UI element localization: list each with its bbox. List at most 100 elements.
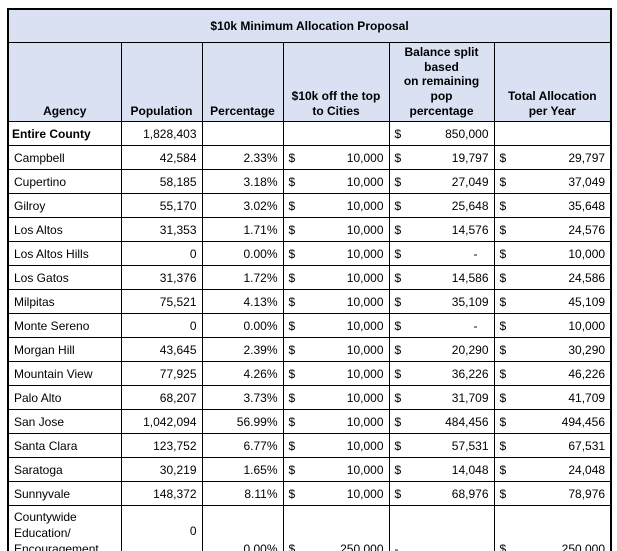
amount-value: 20,290 [451,343,489,358]
currency-symbol: $ [499,199,507,214]
amount-value: 35,109 [451,295,489,310]
cell-population: 43,645 [120,337,203,363]
amount-value: 850,000 [445,127,489,142]
table-row: Palo Alto 68,207 3.73% $10,000 $31,709 $41,70… [7,385,612,411]
amount-value: 19,797 [451,151,489,166]
amount-value: 10,000 [346,439,384,454]
cell-top10k: $10,000 [282,313,390,339]
amount-value: 31,709 [451,391,489,406]
amount-value: 14,576 [451,223,489,238]
cell-balance: $27,049 [388,169,495,195]
currency-symbol: $ [288,415,296,430]
currency-symbol: $ [499,223,507,238]
currency-symbol: $ [394,415,402,430]
amount-value: 10,000 [568,319,606,334]
cell-total: $494,456 [493,409,612,435]
amount-value: 10,000 [346,391,384,406]
cell-top10k: $10,000 [282,433,390,459]
table-body: Entire County 1,828,403 $850,000 Campbell 42… [7,121,612,551]
cell-percentage: 8.11% [201,481,284,507]
cell-percentage: 6.77% [201,433,284,459]
column-header-percentage: Percentage [201,41,284,123]
currency-symbol: $ [288,247,296,262]
cell-top10k: $10,000 [282,265,390,291]
cell-balance: $68,976 [388,481,495,507]
table-row: San Jose 1,042,094 56.99% $10,000 $484,456 $4… [7,409,612,435]
table-row: Gilroy 55,170 3.02% $10,000 $25,648 $35,648 [7,193,612,219]
cell-balance: $36,226 [388,361,495,387]
column-header-population: Population [120,41,203,123]
column-header-agency: Agency [7,41,122,123]
cell-population: 31,353 [120,217,203,243]
currency-symbol: - [394,542,399,551]
table-row: Entire County 1,828,403 $850,000 [7,121,612,147]
currency-symbol: $ [288,175,296,190]
currency-symbol: $ [499,319,507,334]
table-row: Countywide Education/ Encouragement 0 0.00… [7,505,612,551]
currency-symbol: $ [288,319,296,334]
cell-total: $29,797 [493,145,612,171]
table-row: Campbell 42,584 2.33% $10,000 $19,797 $29,797 [7,145,612,171]
cell-percentage: 1.71% [201,217,284,243]
amount-value: 35,648 [568,199,606,214]
cell-top10k: $10,000 [282,481,390,507]
table-row: Milpitas 75,521 4.13% $10,000 $35,109 $45,109 [7,289,612,315]
currency-symbol: $ [394,151,402,166]
cell-population: 123,752 [120,433,203,459]
currency-symbol: $ [394,463,402,478]
cell-percentage: 3.02% [201,193,284,219]
amount-value: 24,576 [568,223,606,238]
cell-population: 30,219 [120,457,203,483]
cell-balance: $14,048 [388,457,495,483]
currency-symbol: $ [499,487,507,502]
column-header-row: Agency Population Percentage $10k off th… [7,41,612,123]
cell-agency: Gilroy [7,193,122,219]
cell-agency: Los Altos Hills [7,241,122,267]
cell-balance: $35,109 [388,289,495,315]
amount-value: 24,048 [568,463,606,478]
cell-top10k: $10,000 [282,217,390,243]
currency-symbol: $ [288,487,296,502]
currency-symbol: $ [394,175,402,190]
currency-symbol: $ [499,463,507,478]
cell-top10k: $10,000 [282,241,390,267]
cell-population: 0 [120,241,203,267]
cell-top10k: $10,000 [282,169,390,195]
cell-top10k: $10,000 [282,289,390,315]
amount-value: 37,049 [568,175,606,190]
amount-value: 10,000 [346,343,384,358]
cell-agency: Milpitas [7,289,122,315]
currency-symbol: $ [288,223,296,238]
currency-symbol: $ [499,175,507,190]
amount-value: 57,531 [451,439,489,454]
cell-balance: $ - [388,313,495,339]
cell-total: $45,109 [493,289,612,315]
cell-total: $67,531 [493,433,612,459]
cell-percentage: 3.73% [201,385,284,411]
currency-symbol: $ [394,199,402,214]
currency-symbol: $ [394,367,402,382]
cell-total: $37,049 [493,169,612,195]
amount-value: 24,586 [568,271,606,286]
cell-percentage: 0.00% [201,313,284,339]
cell-total: $46,226 [493,361,612,387]
amount-value: 67,531 [568,439,606,454]
cell-total: $78,976 [493,481,612,507]
cell-population: 77,925 [120,361,203,387]
cell-top10k [282,121,390,147]
cell-agency: Monte Sereno [7,313,122,339]
cell-percentage: 4.26% [201,361,284,387]
currency-symbol: $ [499,542,507,551]
cell-percentage [201,121,284,147]
table-row: Los Altos Hills 0 0.00% $10,000 $ - $10,000 [7,241,612,267]
currency-symbol: $ [288,199,296,214]
table-row: Sunnyvale 148,372 8.11% $10,000 $68,976 $78,9… [7,481,612,507]
amount-value: 10,000 [346,319,384,334]
table-row: Saratoga 30,219 1.65% $10,000 $14,048 $24,048 [7,457,612,483]
cell-agency: Los Altos [7,217,122,243]
cell-top10k: $10,000 [282,361,390,387]
currency-symbol: $ [499,367,507,382]
cell-total: $10,000 [493,241,612,267]
amount-value: 494,456 [561,415,606,430]
cell-percentage: 0.00% [201,505,284,551]
